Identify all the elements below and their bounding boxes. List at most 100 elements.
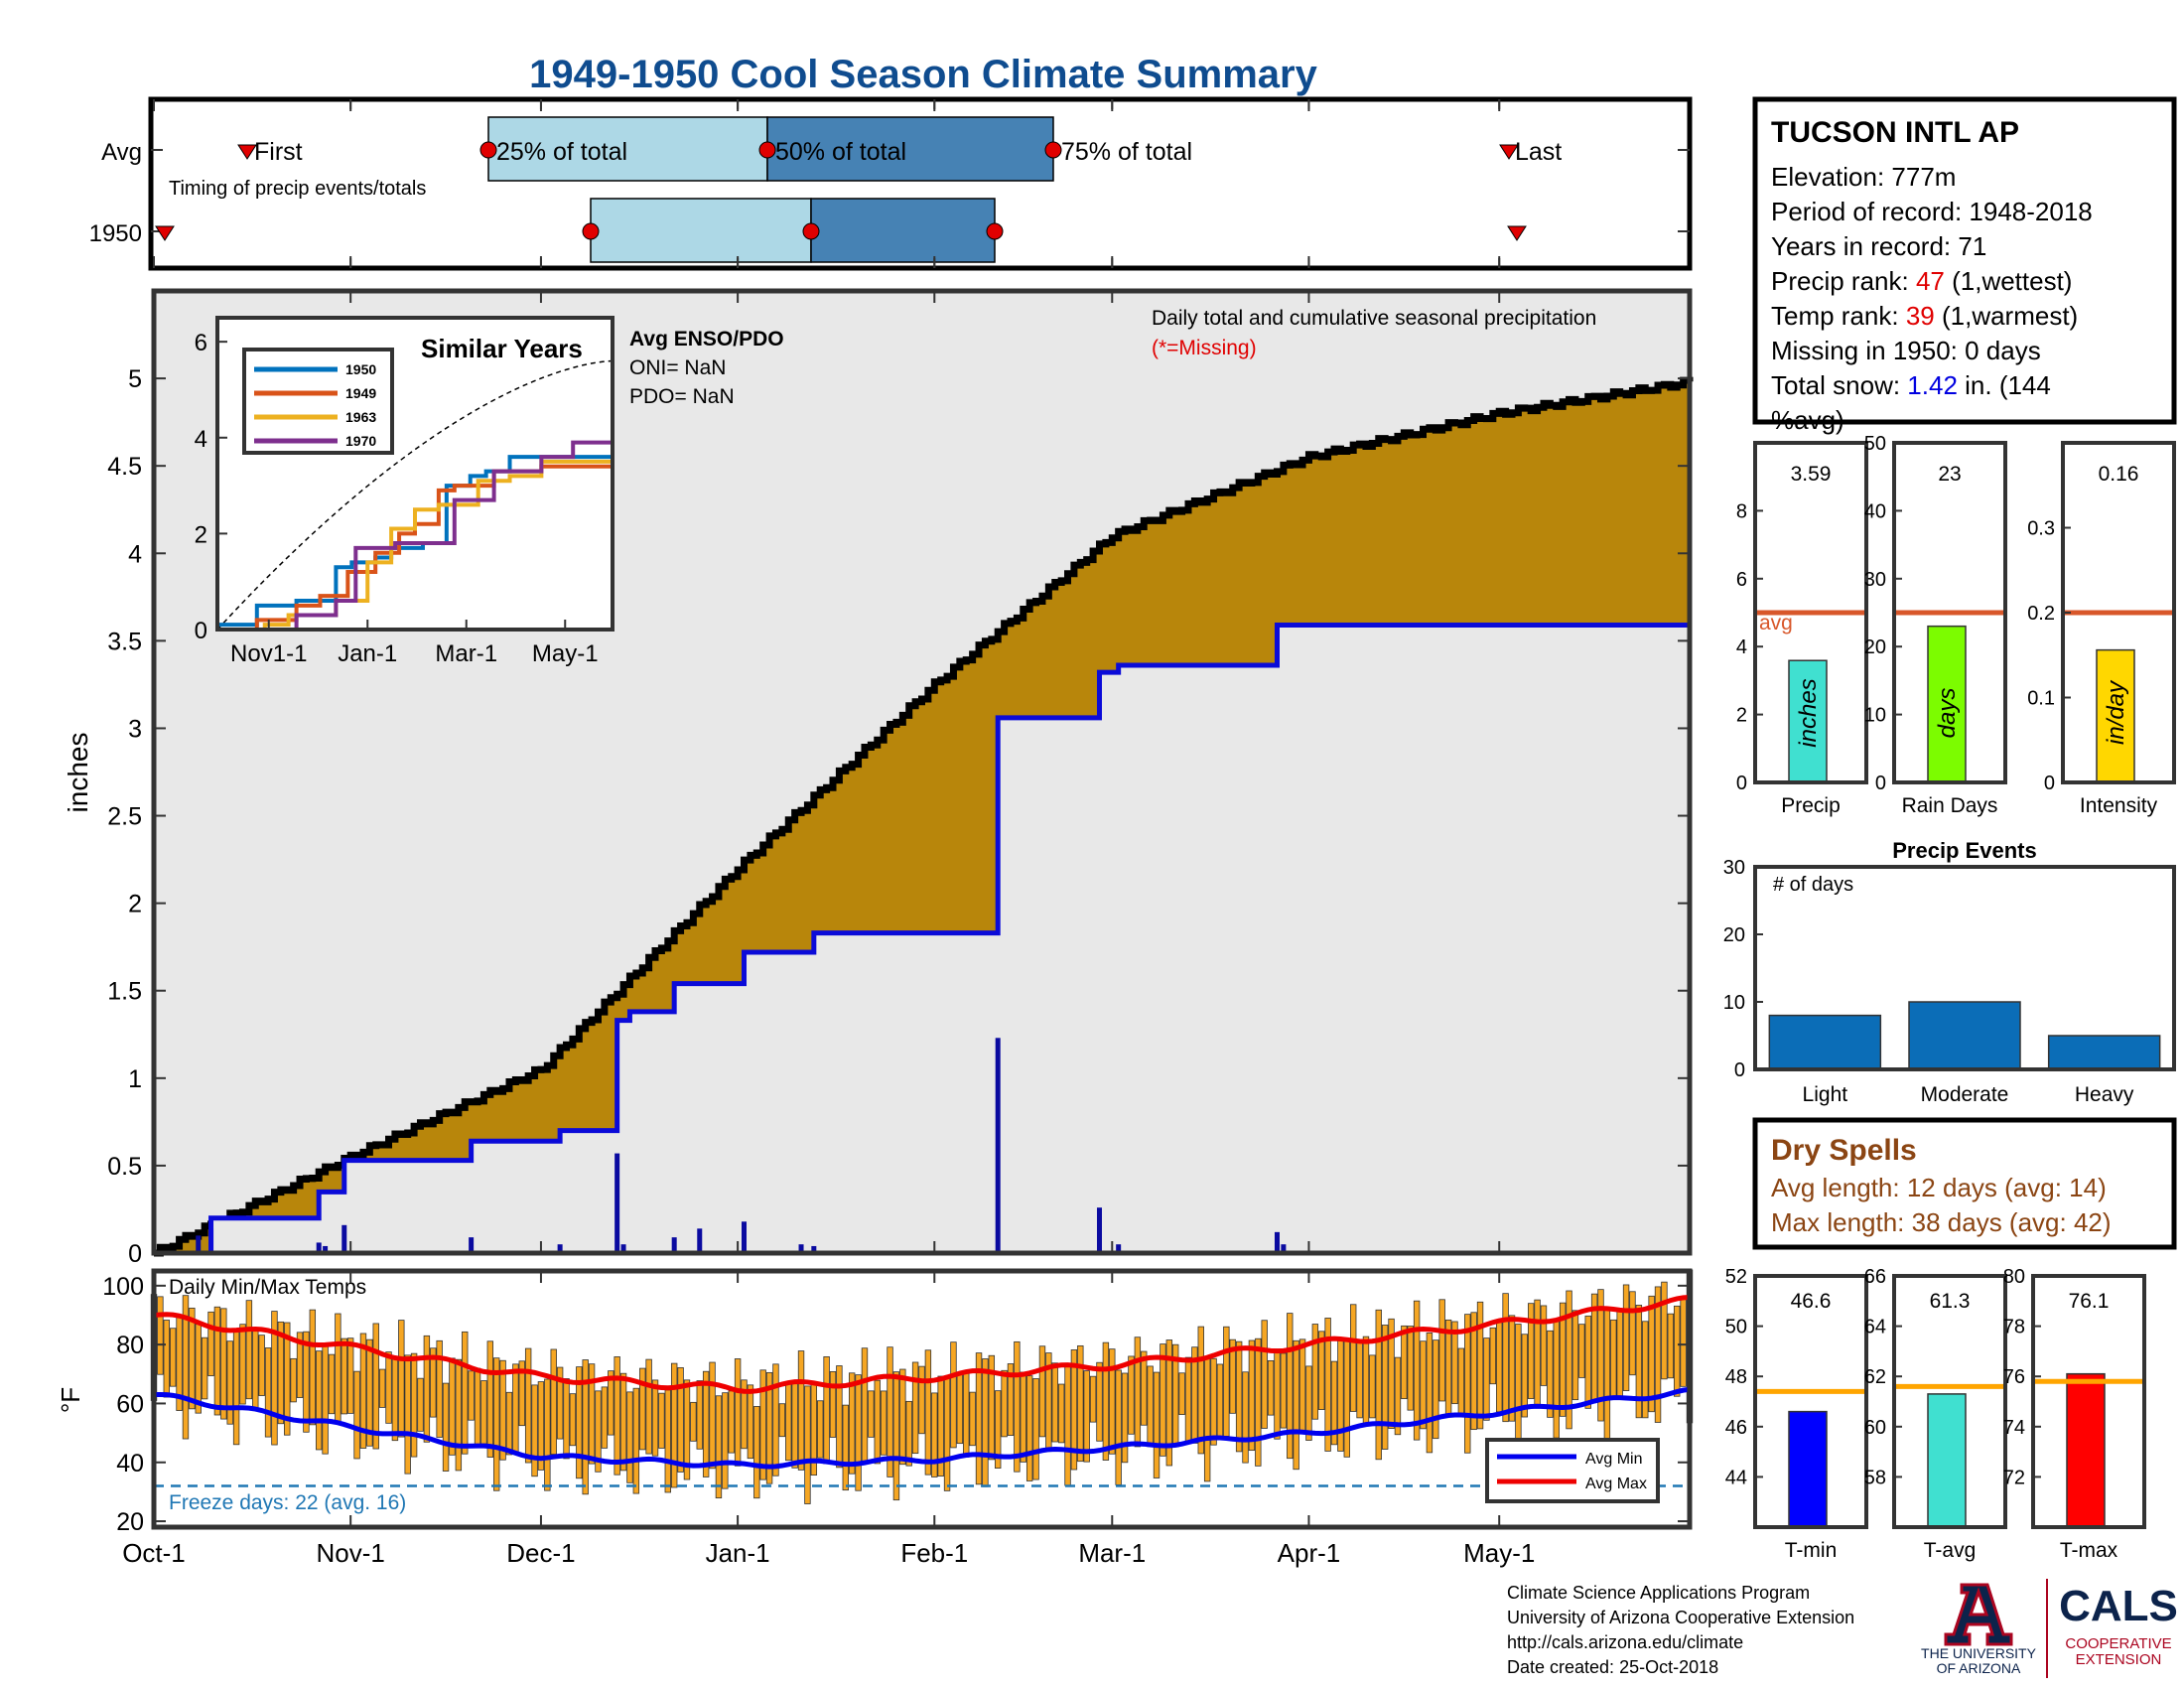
stat-y-tick-label: 6 xyxy=(1736,569,1747,591)
daily-temp-bar xyxy=(892,1371,900,1501)
events-note: # of days xyxy=(1773,874,1853,896)
row-label-year: 1950 xyxy=(89,220,142,247)
daily-temp-bar xyxy=(1362,1336,1370,1425)
daily-temp-bar xyxy=(1489,1327,1497,1385)
daily-temp-bar xyxy=(918,1365,925,1435)
inset-legend-label: 1963 xyxy=(345,409,376,425)
daily-temp-bar xyxy=(829,1371,837,1438)
first-label: First xyxy=(254,138,303,166)
daily-precip-bar xyxy=(1281,1244,1287,1253)
station-temp-rank: Temp rank: 39 (1,warmest) xyxy=(1771,301,2078,331)
daily-temp-bar xyxy=(359,1333,367,1449)
year-cumulative-line xyxy=(154,623,1690,1256)
daily-temp-bar xyxy=(404,1354,411,1475)
q50-marker-avg xyxy=(758,141,776,159)
cals-logo: CALS xyxy=(2059,1582,2178,1630)
daily-temp-bar xyxy=(772,1363,779,1477)
year-box-light xyxy=(590,198,812,263)
daily-precip-bar xyxy=(1096,1207,1102,1253)
daily-temp-bar xyxy=(556,1366,564,1440)
inset-y-tick-label: 4 xyxy=(195,426,207,453)
daily-temp-bar xyxy=(290,1357,297,1403)
inset-legend-label: 1950 xyxy=(345,361,376,377)
precip-ylabel: inches xyxy=(63,733,93,813)
daily-temp-bar xyxy=(1476,1301,1484,1430)
daily-temp-bar xyxy=(1369,1354,1376,1419)
daily-temp-bar xyxy=(747,1384,754,1460)
temp-stat-panel: 44 46 48 50 52 46.6 T-min xyxy=(1725,1266,1868,1562)
station-snow-cont: %avg) xyxy=(1771,405,1844,435)
daily-temp-bar xyxy=(601,1386,609,1449)
university-arizona-logo: THE UNIVERSITY OF ARIZONA xyxy=(1921,1583,2037,1676)
daily-temp-bar xyxy=(1210,1357,1217,1446)
daily-temp-bar xyxy=(391,1357,399,1442)
daily-temp-bar xyxy=(702,1370,710,1477)
temp-stat-x-label: T-avg xyxy=(1924,1539,1977,1562)
daily-temp-bar xyxy=(804,1385,811,1504)
timing-frame xyxy=(148,96,1693,271)
daily-temp-bar xyxy=(1674,1305,1681,1397)
year-box-dark xyxy=(810,198,996,263)
stat-value-bar xyxy=(2096,648,2135,783)
daily-temp-bar xyxy=(1622,1284,1630,1391)
daily-temp-bar xyxy=(353,1370,360,1460)
q25-marker-avg xyxy=(479,141,497,159)
daily-temp-bar xyxy=(252,1329,259,1410)
daily-temp-bar xyxy=(1115,1369,1122,1485)
last-marker-avg xyxy=(1499,144,1519,160)
footer-line1: Climate Science Applications Program xyxy=(1507,1583,1810,1603)
daily-temp-bar xyxy=(220,1308,227,1420)
temp-stat-bar xyxy=(1927,1393,1967,1528)
daily-temp-bar xyxy=(398,1320,405,1438)
events-y-tick-label: 30 xyxy=(1723,857,1745,879)
daily-precip-bar xyxy=(620,1244,626,1253)
daily-temp-bar xyxy=(1648,1295,1655,1413)
daily-temp-bar xyxy=(423,1335,431,1443)
event-category-label: Light xyxy=(1803,1083,1848,1106)
daily-temp-bar xyxy=(709,1361,716,1470)
inset-title: Similar Years xyxy=(421,334,583,363)
daily-temp-bar xyxy=(1527,1303,1535,1399)
daily-temp-bar xyxy=(442,1382,450,1472)
precip-panel: 0 0.5 1 1.5 2 2.5 3 3.5 4 4.5 5 inches Daily total… xyxy=(63,288,1694,1268)
temp-stat-value-label: 46.6 xyxy=(1791,1290,1832,1313)
daily-precip-bar xyxy=(995,1038,1001,1253)
temp-frame xyxy=(151,1268,1693,1530)
daily-temp-bar xyxy=(303,1331,310,1433)
daily-temp-bar xyxy=(480,1380,487,1445)
daily-temp-bar xyxy=(931,1392,938,1477)
daily-temp-bar xyxy=(1083,1370,1090,1463)
daily-temp-bar xyxy=(905,1400,912,1467)
dry-spells-frame xyxy=(1752,1117,2177,1250)
daily-precip-bar xyxy=(697,1228,703,1253)
daily-temp-bar xyxy=(1298,1338,1306,1435)
daily-temp-bar xyxy=(284,1322,291,1436)
daily-temp-bar xyxy=(1349,1304,1357,1412)
daily-precip-bar xyxy=(811,1245,817,1253)
stat-value-bar xyxy=(1788,659,1828,783)
inset-legend-box xyxy=(242,348,394,455)
daily-temp-bar xyxy=(848,1372,856,1475)
daily-temp-bar xyxy=(468,1370,475,1421)
daily-temp-bar xyxy=(1121,1372,1129,1464)
y-tick-label: 3.5 xyxy=(107,628,142,655)
daily-temp-bar xyxy=(899,1368,906,1466)
daily-temp-bar xyxy=(1001,1369,1008,1438)
temp-stat-bar xyxy=(2066,1372,2106,1528)
stat-y-tick-label: 10 xyxy=(1864,705,1886,727)
daily-temp-bar xyxy=(245,1300,253,1400)
daily-temp-bar xyxy=(823,1356,830,1465)
daily-temp-bar xyxy=(462,1331,469,1455)
stat-y-tick-label: 0 xyxy=(2044,773,2055,794)
stat-y-tick-label: 0 xyxy=(1875,773,1886,794)
daily-temp-bar xyxy=(1661,1281,1668,1380)
daily-temp-bar xyxy=(537,1381,545,1471)
daily-temp-bar xyxy=(1540,1305,1548,1386)
daily-temp-bar xyxy=(201,1336,208,1400)
daily-temp-bar xyxy=(1515,1324,1522,1451)
daily-temp-bar xyxy=(1147,1365,1154,1448)
daily-temp-bar xyxy=(1375,1309,1382,1461)
daily-temp-bar xyxy=(328,1353,336,1415)
daily-temp-bar xyxy=(524,1347,532,1464)
